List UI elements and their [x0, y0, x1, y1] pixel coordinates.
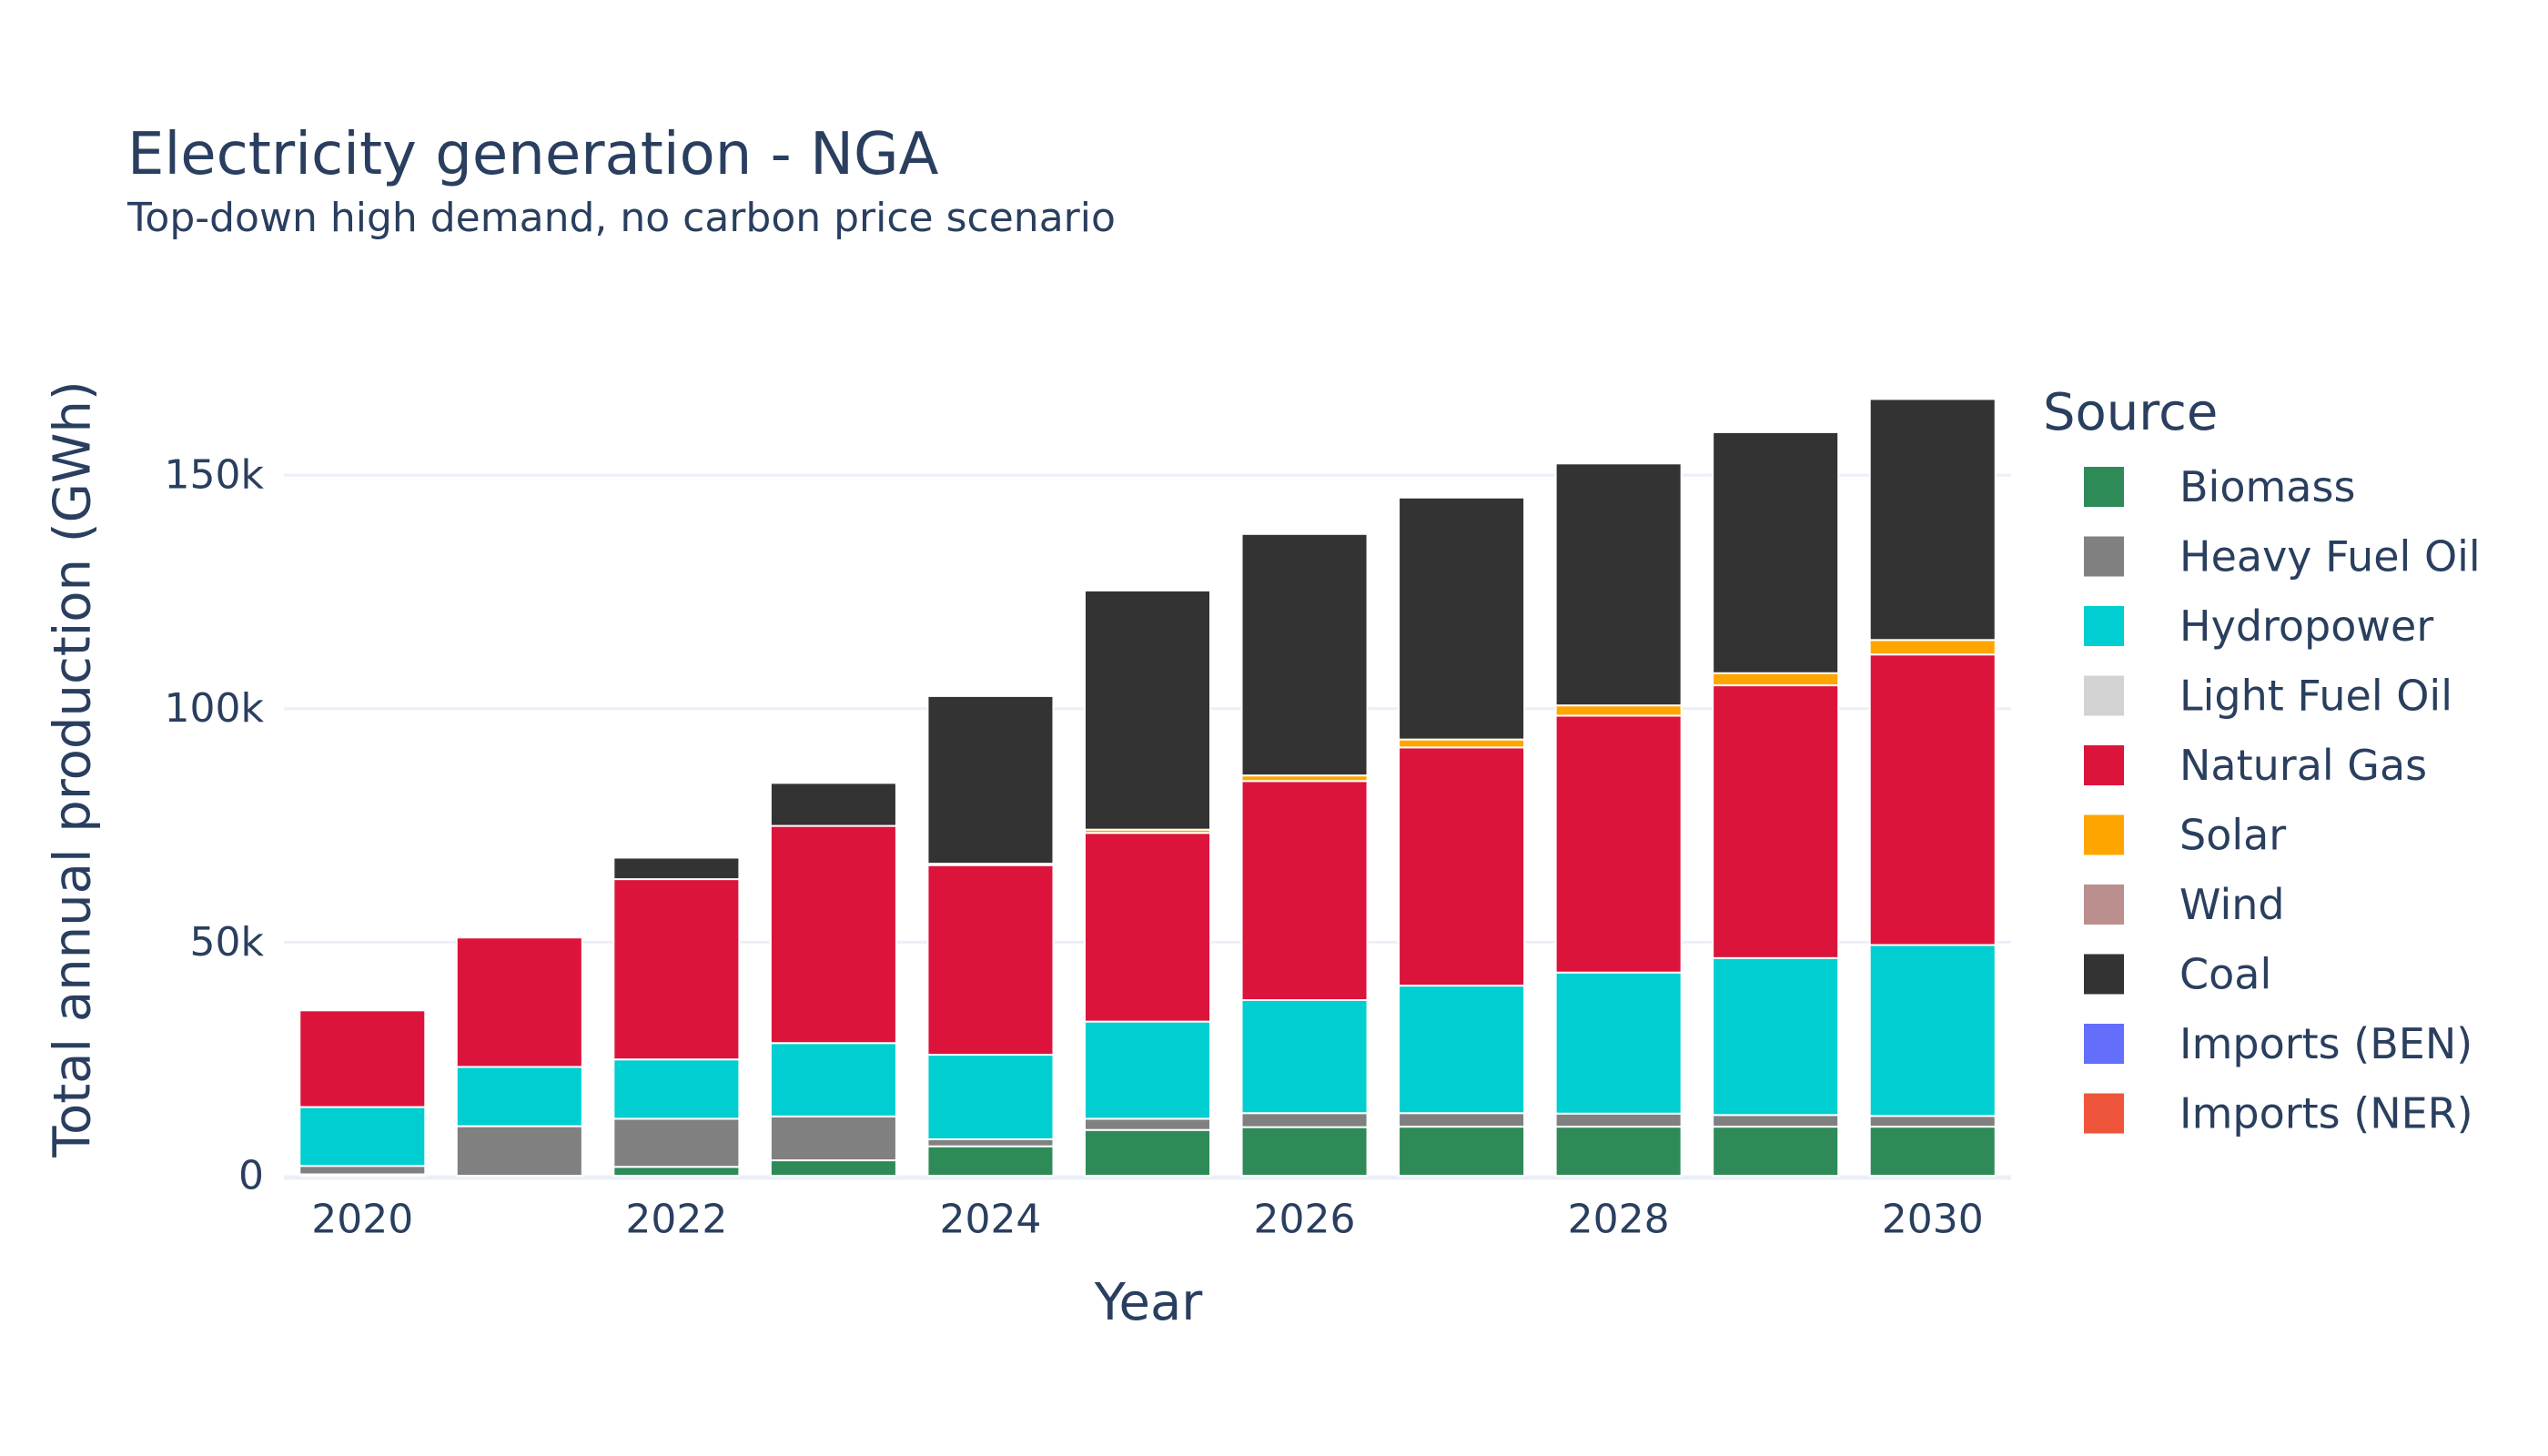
x-tick-label: 2020	[311, 1197, 413, 1243]
bar-segment-heavy-fuel-oil[interactable]	[1398, 1112, 1526, 1128]
legend-swatch[interactable]	[2084, 1093, 2124, 1134]
bar-segment-natural-gas[interactable]	[1240, 780, 1369, 1002]
y-axis-title: Total annual production (GWh)	[44, 380, 103, 1158]
bar-segment-hydropower[interactable]	[1868, 944, 1997, 1117]
legend-label[interactable]: Heavy Fuel Oil	[2179, 532, 2481, 581]
x-tick-label: 2026	[1254, 1197, 1356, 1243]
bar-segment-hydropower[interactable]	[1554, 971, 1683, 1115]
bar-segment-hydropower[interactable]	[1398, 985, 1526, 1115]
bar-segment-heavy-fuel-oil[interactable]	[1083, 1117, 1212, 1131]
bar-segment-biomass[interactable]	[1398, 1126, 1526, 1177]
bar-segment-natural-gas[interactable]	[1398, 746, 1526, 987]
bar-segment-biomass[interactable]	[769, 1159, 897, 1177]
legend-label[interactable]: Light Fuel Oil	[2179, 672, 2452, 721]
bars	[298, 398, 1997, 1178]
x-axis-title: Year	[1094, 1273, 1204, 1332]
bar-segment-biomass[interactable]	[1868, 1126, 1997, 1177]
bar-segment-biomass[interactable]	[1083, 1128, 1212, 1177]
legend-swatch[interactable]	[2084, 1024, 2124, 1064]
legend-swatch[interactable]	[2084, 675, 2124, 716]
bar-segment-coal[interactable]	[612, 856, 741, 881]
x-tick-label: 2030	[1882, 1197, 1984, 1243]
bar-segment-hydropower[interactable]	[298, 1106, 427, 1168]
y-tick-label: 0	[238, 1153, 264, 1199]
legend-swatch[interactable]	[2084, 814, 2124, 855]
bar-segment-solar[interactable]	[1554, 704, 1683, 717]
bar-segment-natural-gas[interactable]	[926, 864, 1055, 1057]
bar-segment-biomass[interactable]	[1554, 1126, 1683, 1177]
x-tick-label: 2022	[625, 1197, 727, 1243]
legend-label[interactable]: Coal	[2179, 950, 2271, 999]
bar-segment-solar[interactable]	[1868, 639, 1997, 656]
bar-segment-coal[interactable]	[1398, 496, 1526, 741]
bar-segment-coal[interactable]	[1083, 589, 1212, 831]
bar-segment-hydropower[interactable]	[455, 1066, 583, 1127]
legend: Source Biomass Heavy Fuel Oil Hydropower Li…	[2043, 383, 2481, 1138]
bar-segment-biomass[interactable]	[1240, 1126, 1369, 1178]
bar-segment-coal[interactable]	[1554, 462, 1683, 707]
bar-segment-solar[interactable]	[1712, 672, 1840, 687]
bar-segment-natural-gas[interactable]	[1554, 714, 1683, 974]
x-tick-label: 2024	[939, 1197, 1041, 1243]
bar-segment-hydropower[interactable]	[926, 1054, 1055, 1140]
bar-segment-heavy-fuel-oil[interactable]	[1712, 1114, 1840, 1128]
x-tick-label: 2028	[1568, 1197, 1670, 1243]
bar-segment-heavy-fuel-oil[interactable]	[769, 1115, 897, 1162]
bar-segment-hydropower[interactable]	[1083, 1020, 1212, 1120]
bar-segment-heavy-fuel-oil[interactable]	[1868, 1115, 1997, 1128]
chart-subtitle: Top-down high demand, no carbon price sc…	[127, 195, 1116, 241]
bar-segment-heavy-fuel-oil[interactable]	[298, 1165, 427, 1176]
legend-label[interactable]: Hydropower	[2179, 602, 2433, 651]
bar-segment-biomass[interactable]	[612, 1166, 741, 1177]
bar-segment-coal[interactable]	[1868, 398, 1997, 642]
legend-label[interactable]: Imports (BEN)	[2179, 1019, 2472, 1068]
bar-segment-natural-gas[interactable]	[298, 1009, 427, 1108]
bar-segment-hydropower[interactable]	[1712, 956, 1840, 1117]
bar-segment-hydropower[interactable]	[612, 1058, 741, 1120]
bar-segment-natural-gas[interactable]	[1083, 832, 1212, 1023]
bar-segment-heavy-fuel-oil[interactable]	[455, 1125, 583, 1178]
legend-label[interactable]: Solar	[2179, 811, 2286, 860]
y-tick-label: 50k	[190, 919, 265, 966]
legend-swatch[interactable]	[2084, 885, 2124, 925]
bar-segment-heavy-fuel-oil[interactable]	[1554, 1112, 1683, 1128]
bar-segment-heavy-fuel-oil[interactable]	[1240, 1112, 1369, 1128]
bar-segment-natural-gas[interactable]	[769, 824, 897, 1045]
legend-swatch[interactable]	[2084, 606, 2124, 646]
chart-title: Electricity generation - NGA	[127, 121, 939, 188]
legend-label[interactable]: Wind	[2179, 880, 2285, 929]
bar-segment-natural-gas[interactable]	[1712, 684, 1840, 959]
bar-segment-biomass[interactable]	[1712, 1126, 1840, 1177]
bar-segment-hydropower[interactable]	[1240, 999, 1369, 1115]
legend-label[interactable]: Biomass	[2179, 462, 2355, 511]
bar-segment-natural-gas[interactable]	[612, 878, 741, 1061]
bar-segment-heavy-fuel-oil[interactable]	[926, 1138, 1055, 1148]
bar-segment-coal[interactable]	[1240, 532, 1369, 777]
bar-segment-solar[interactable]	[1398, 738, 1526, 749]
legend-swatch[interactable]	[2084, 745, 2124, 785]
bar-segment-coal[interactable]	[1712, 430, 1840, 674]
bar-segment-natural-gas[interactable]	[1868, 653, 1997, 946]
legend-swatch[interactable]	[2084, 954, 2124, 995]
axes: Year Total annual production (GWh) 0 50k 1…	[44, 380, 1984, 1332]
bar-segment-hydropower[interactable]	[769, 1042, 897, 1117]
legend-swatch[interactable]	[2084, 467, 2124, 507]
y-tick-label: 150k	[165, 452, 265, 499]
bar-segment-coal[interactable]	[769, 782, 897, 827]
legend-label[interactable]: Imports (NER)	[2179, 1089, 2473, 1138]
bar-segment-heavy-fuel-oil[interactable]	[612, 1117, 741, 1168]
legend-title: Source	[2043, 383, 2218, 442]
legend-swatch[interactable]	[2084, 536, 2124, 577]
bar-segment-biomass[interactable]	[926, 1145, 1055, 1177]
bar-segment-natural-gas[interactable]	[455, 936, 583, 1068]
legend-label[interactable]: Natural Gas	[2179, 741, 2427, 790]
bar-segment-coal[interactable]	[926, 694, 1055, 865]
y-tick-label: 100k	[165, 685, 265, 732]
